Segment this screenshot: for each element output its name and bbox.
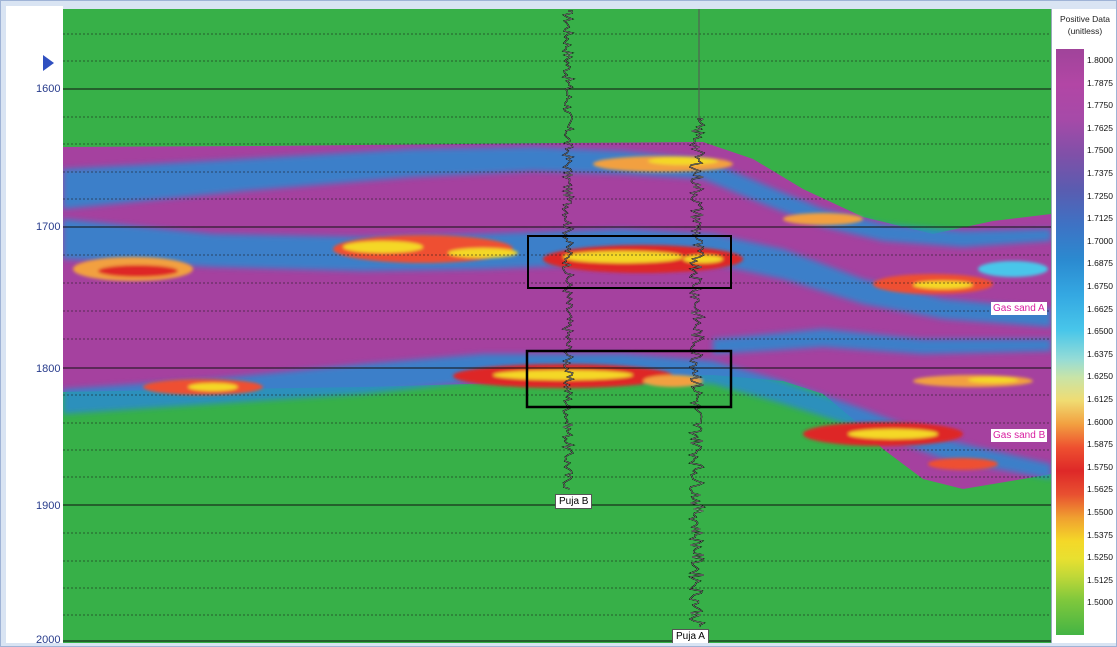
legend-tick-label: 1.6250 bbox=[1087, 371, 1113, 382]
horizon-label-gas-sand-a[interactable]: Gas sand A bbox=[991, 302, 1047, 315]
legend-tick-label: 1.5500 bbox=[1087, 507, 1113, 517]
legend-tick-label: 1.6625 bbox=[1087, 303, 1113, 314]
legend-tick-label: 1.5750 bbox=[1087, 461, 1113, 472]
depth-label-1900: 1900 bbox=[36, 500, 61, 512]
seismic-section[interactable]: Puja B Puja A Gas sand A Gas sand B bbox=[63, 9, 1051, 643]
legend-tick-label: 1.7250 bbox=[1087, 190, 1113, 201]
legend-title-line2: (unitless) bbox=[1067, 26, 1103, 36]
horizon-label-gas-sand-b[interactable]: Gas sand B bbox=[991, 429, 1048, 442]
legend-tick-label: 1.6375 bbox=[1087, 348, 1113, 359]
legend-tick-label: 1.7875 bbox=[1087, 77, 1113, 88]
depth-label-2000: 2000 bbox=[36, 634, 61, 646]
legend-tick-label: 1.5000 bbox=[1087, 597, 1113, 608]
legend-tick-label: 1.7125 bbox=[1087, 213, 1113, 224]
legend-color-bar bbox=[1056, 49, 1084, 635]
legend-tick-label: 1.6125 bbox=[1087, 394, 1113, 404]
well-log-puja-a-highlight bbox=[689, 118, 705, 628]
highlight-box-lower bbox=[525, 349, 733, 409]
legend-tick-label: 1.7625 bbox=[1087, 122, 1113, 133]
legend-tick-label: 1.6875 bbox=[1087, 258, 1113, 269]
legend-tick-label: 1.8000 bbox=[1087, 55, 1113, 65]
legend-tick-label: 1.5375 bbox=[1087, 529, 1113, 540]
depth-label-1600: 1600 bbox=[36, 83, 61, 95]
anomaly-band-lower bbox=[63, 329, 1051, 479]
anomaly-band-upper bbox=[63, 147, 1051, 327]
depth-label-1700: 1700 bbox=[36, 221, 61, 233]
legend-title-line1: Positive Data bbox=[1059, 14, 1111, 24]
legend-tick-label: 1.7750 bbox=[1087, 100, 1113, 111]
legend-title: Positive Data (unitless) bbox=[1054, 13, 1116, 37]
minor-grid-lines bbox=[63, 33, 1051, 616]
legend-tick-label: 1.6000 bbox=[1087, 416, 1113, 427]
depth-label-1800: 1800 bbox=[36, 363, 61, 375]
legend-tick-label: 1.7375 bbox=[1087, 168, 1113, 178]
legend-tick-label: 1.5250 bbox=[1087, 552, 1113, 563]
legend-tick-label: 1.5125 bbox=[1087, 574, 1113, 585]
well-label-puja-a[interactable]: Puja A bbox=[672, 629, 709, 643]
legend-tick-label: 1.5875 bbox=[1087, 439, 1113, 450]
legend-tick-label: 1.6500 bbox=[1087, 326, 1113, 337]
legend-tick-label: 1.7000 bbox=[1087, 235, 1113, 246]
highlight-box-upper bbox=[527, 235, 732, 289]
depth-pointer-icon[interactable] bbox=[43, 55, 54, 71]
legend-tick-label: 1.5625 bbox=[1087, 484, 1113, 495]
legend-tick-label: 1.6750 bbox=[1087, 281, 1113, 291]
color-legend: Positive Data (unitless) 1.8000 1.7875 1.7… bbox=[1051, 9, 1116, 643]
well-log-puja-b-highlight bbox=[562, 10, 574, 490]
depth-axis: 1600 1700 1800 1900 2000 bbox=[6, 6, 63, 646]
formation-body bbox=[63, 142, 1051, 489]
legend-tick-label: 1.7500 bbox=[1087, 145, 1113, 156]
well-label-puja-b[interactable]: Puja B bbox=[555, 494, 593, 509]
